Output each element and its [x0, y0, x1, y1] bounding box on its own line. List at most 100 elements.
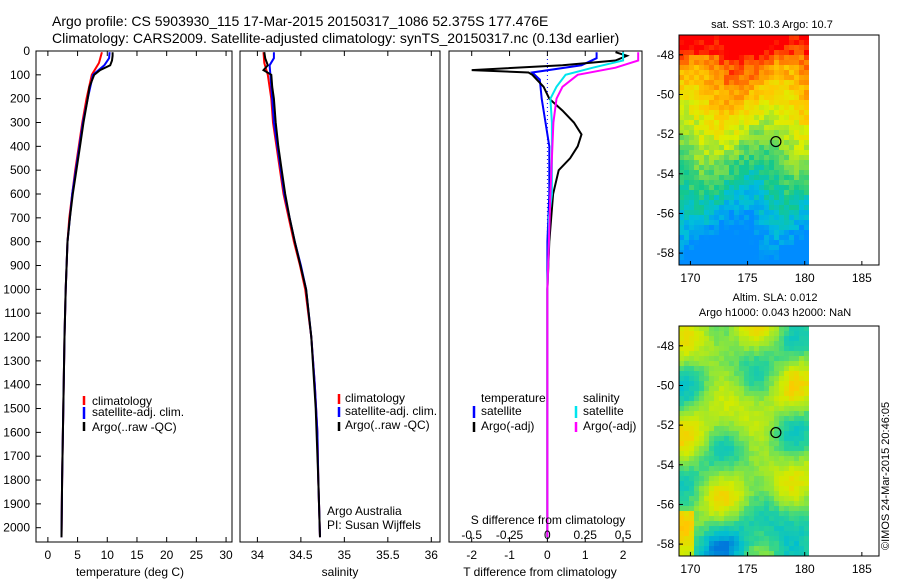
sst-cell — [679, 255, 685, 261]
sla-cell — [719, 541, 725, 547]
sla-cell — [714, 411, 720, 417]
sst-cell — [714, 75, 720, 81]
sla-cell — [699, 461, 705, 467]
sla-cell — [739, 346, 745, 352]
sst-cell — [749, 200, 755, 206]
sst-cell — [699, 55, 705, 61]
sla-cell — [699, 481, 705, 487]
sla-cell — [764, 521, 770, 527]
sla-cell — [759, 381, 765, 387]
sst-cell — [754, 95, 760, 101]
sst-cell — [684, 175, 690, 181]
sst-cell — [704, 195, 710, 201]
sla-cell — [734, 391, 740, 397]
depth-tick-label: 100 — [10, 68, 30, 82]
sst-cell — [764, 70, 770, 76]
sla-cell — [694, 441, 700, 447]
sla-cell — [799, 531, 805, 537]
sst-cell — [799, 230, 805, 236]
sst-cell — [704, 185, 710, 191]
sla-cell — [774, 401, 780, 407]
sst-cell — [769, 50, 775, 56]
sst-cell — [734, 60, 740, 66]
sst-cell — [724, 40, 730, 46]
sst-cell — [699, 230, 705, 236]
sst-cell — [679, 130, 685, 136]
sst-cell — [689, 110, 695, 116]
sla-cell — [684, 326, 690, 332]
sla-cell — [739, 341, 745, 347]
sst-cell — [689, 115, 695, 121]
sla-cell — [779, 371, 785, 377]
sst-cell — [694, 55, 700, 61]
sla-cell — [769, 411, 775, 417]
sst-cell — [719, 210, 725, 216]
sla-cell — [799, 346, 805, 352]
sst-cell — [684, 190, 690, 196]
sst-cell — [694, 140, 700, 146]
sst-cell — [744, 180, 750, 186]
sla-cell — [754, 446, 760, 452]
sla-cell — [749, 336, 755, 342]
sla-cell — [714, 356, 720, 362]
sla-cell — [804, 351, 809, 357]
sst-cell — [799, 35, 805, 41]
sst-cell — [734, 155, 740, 161]
sla-cell — [709, 406, 715, 412]
sst-cell — [729, 135, 735, 141]
sst-cell — [789, 180, 795, 186]
sla-heatmap — [679, 326, 809, 556]
sst-cell — [774, 130, 780, 136]
sla-cell — [764, 506, 770, 512]
sla-cell — [724, 336, 730, 342]
sst-cell — [729, 260, 735, 265]
sla-cell — [719, 546, 725, 552]
sst-cell — [719, 255, 725, 261]
sst-cell — [729, 245, 735, 251]
sla-cell — [779, 466, 785, 472]
sst-cell — [769, 260, 775, 265]
sst-cell — [719, 105, 725, 111]
sst-cell — [734, 80, 740, 86]
sst-cell — [694, 245, 700, 251]
sla-cell — [764, 486, 770, 492]
sla-cell — [729, 476, 735, 482]
sst-cell — [719, 170, 725, 176]
sst-cell — [789, 205, 795, 211]
sla-cell — [784, 391, 790, 397]
sst-cell — [739, 105, 745, 111]
sst-cell — [799, 125, 805, 131]
sst-cell — [779, 190, 785, 196]
sla-cell — [704, 501, 710, 507]
sla-cell — [769, 376, 775, 382]
sst-cell — [749, 240, 755, 246]
sla-cell — [759, 501, 765, 507]
sla-cell — [719, 431, 725, 437]
sst-cell — [754, 50, 760, 56]
sla-cell — [679, 376, 685, 382]
sst-cell — [804, 240, 809, 246]
sla-cell — [719, 351, 725, 357]
sst-cell — [684, 135, 690, 141]
sst-cell — [714, 105, 720, 111]
sla-cell — [719, 436, 725, 442]
sla-cell — [774, 356, 780, 362]
sst-cell — [784, 180, 790, 186]
sst-cell — [709, 235, 715, 241]
sst-cell — [739, 35, 745, 41]
sst-cell — [724, 175, 730, 181]
sst-cell — [769, 190, 775, 196]
sst-cell — [764, 180, 770, 186]
sst-cell — [724, 230, 730, 236]
sst-cell — [699, 125, 705, 131]
sla-cell — [754, 466, 760, 472]
sla-cell — [754, 496, 760, 502]
sst-cell — [764, 45, 770, 51]
sst-cell — [784, 55, 790, 61]
sst-cell — [804, 195, 809, 201]
sst-cell — [689, 80, 695, 86]
sla-cell — [734, 376, 740, 382]
sst-cell — [769, 185, 775, 191]
sst-cell — [799, 155, 805, 161]
sst-cell — [754, 260, 760, 265]
